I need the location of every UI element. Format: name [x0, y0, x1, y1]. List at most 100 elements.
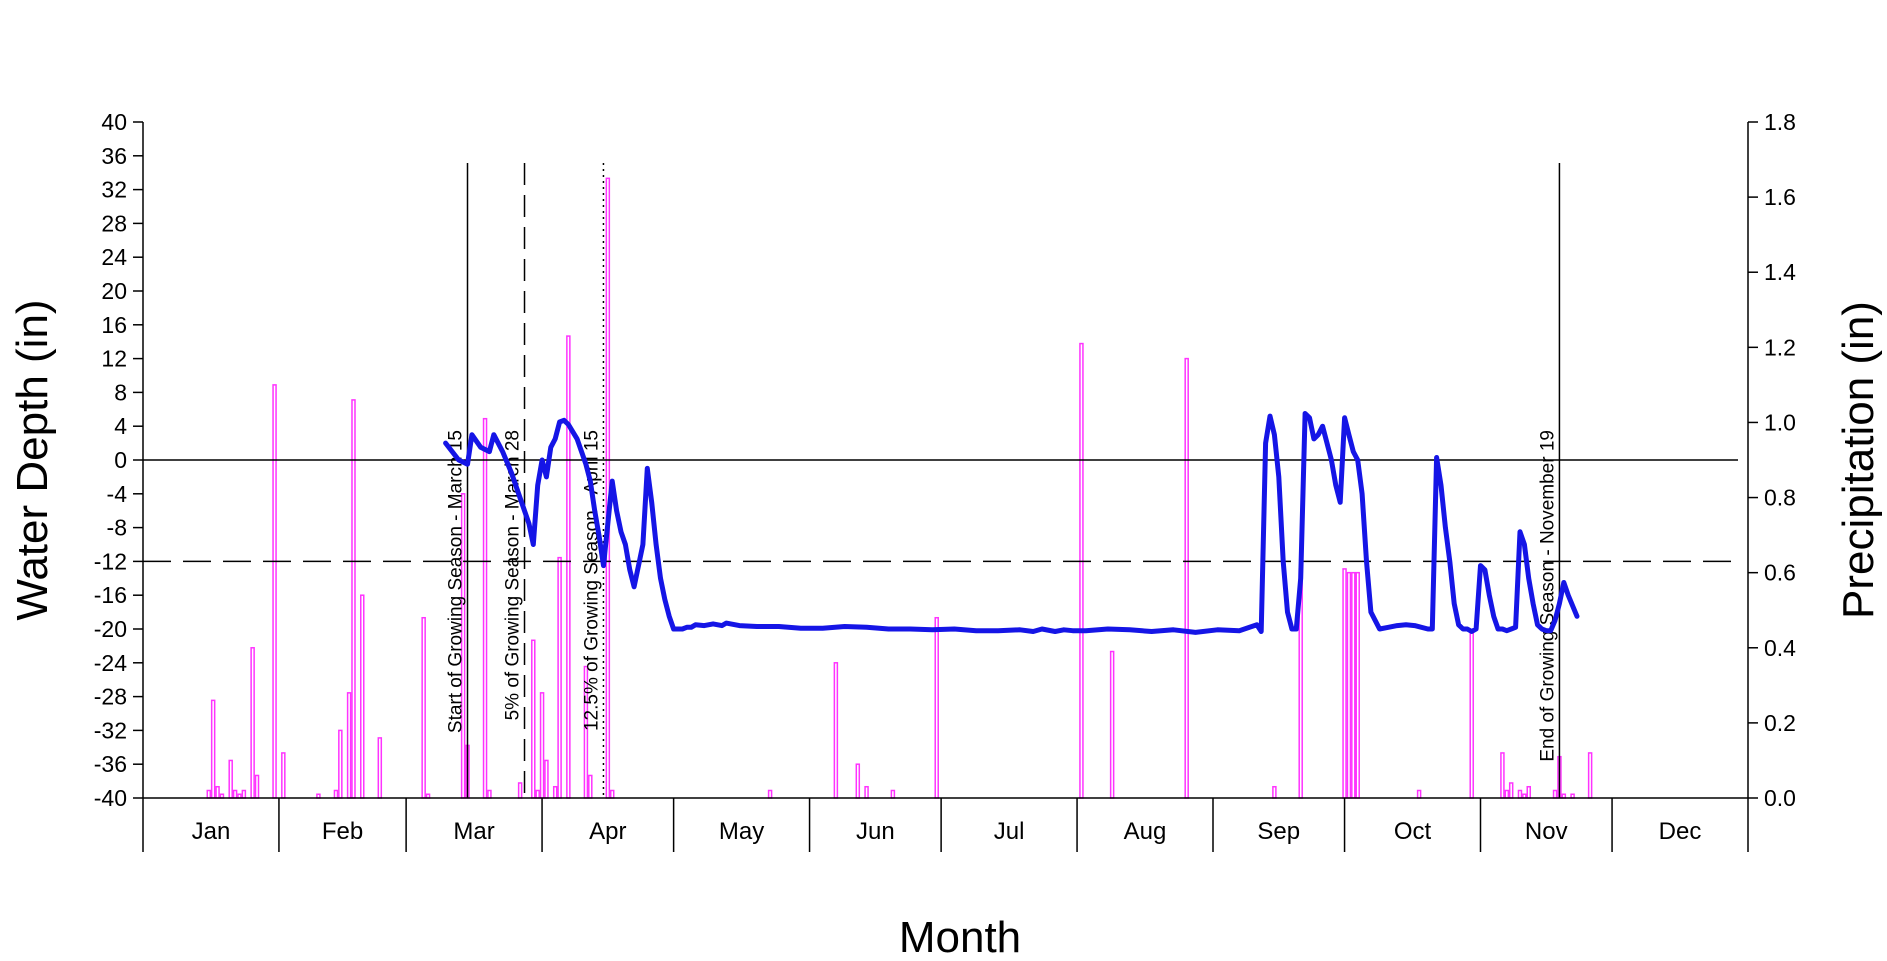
- x-tick-label: Nov: [1525, 818, 1568, 845]
- y-tick-label: -20: [94, 616, 127, 642]
- precipitation-bar: [281, 752, 286, 799]
- reference-lines: [143, 459, 1738, 563]
- y2-tick-label: 1.4: [1764, 259, 1796, 285]
- precipitation-bar: [377, 737, 383, 799]
- precipitation-bar: [215, 785, 220, 799]
- x-axis-title: Month: [899, 913, 1021, 961]
- precipitation-bar: [206, 789, 212, 799]
- precipitation-bar: [210, 699, 216, 799]
- y2-axis-title: Precipitation (in): [1834, 301, 1883, 619]
- y-tick-label: 0: [114, 447, 127, 473]
- precipitation-bar: [250, 647, 255, 799]
- y-tick-label: -28: [94, 684, 127, 710]
- precipitation-bar: [1517, 789, 1523, 799]
- precipitation-bar: [421, 616, 426, 799]
- x-tick-label: Aug: [1124, 818, 1167, 845]
- precipitation-bar: [1079, 342, 1084, 799]
- precipitation-bar: [864, 785, 869, 799]
- x-tick-label: Apr: [589, 818, 626, 845]
- x-tick-label: Jun: [856, 818, 895, 845]
- precipitation-bar: [1342, 568, 1347, 799]
- precipitation-bar: [1526, 785, 1531, 799]
- growing-season-label: 12.5% of Growing Season - April 15: [581, 430, 602, 731]
- y-tick-label: 4: [114, 413, 127, 439]
- y2-tick-label: 1.8: [1764, 109, 1796, 135]
- x-tick-label: Dec: [1659, 818, 1702, 845]
- precipitation-bar: [1552, 789, 1558, 799]
- y2-tick-label: 1.2: [1764, 334, 1796, 360]
- y-tick-label: 12: [101, 346, 127, 372]
- precipitation-bar: [333, 789, 339, 799]
- y-axis-title: Water Depth (in): [8, 299, 57, 620]
- y2-tick-label: 1.6: [1764, 184, 1796, 210]
- precipitation-bar: [588, 774, 593, 799]
- y2-tick-label: 0.8: [1764, 485, 1796, 511]
- precipitation-bar: [609, 789, 615, 799]
- precipitation-bar: [535, 789, 540, 799]
- precipitation-bar: [605, 177, 611, 799]
- y2-tick-label: 1.0: [1764, 409, 1796, 435]
- precipitation-bar: [241, 789, 247, 799]
- axes: 4036322824201612840-4-8-12-16-20-24-28-3…: [94, 109, 1796, 852]
- precipitation-bar: [1469, 632, 1474, 799]
- water-depth-line: [443, 411, 1580, 635]
- x-tick-label: Jan: [192, 818, 231, 845]
- precipitation-bar: [487, 789, 492, 799]
- precipitation-bar: [1355, 571, 1360, 799]
- precipitation-bar: [482, 417, 488, 799]
- precipitation-bar: [557, 556, 562, 799]
- axis-titles: Month Water Depth (in) Precipitation (in…: [8, 299, 1883, 961]
- y-tick-label: -4: [107, 481, 128, 507]
- x-tick-label: Oct: [1394, 818, 1432, 845]
- water-depth-series: [443, 411, 1580, 635]
- y2-tick-label: 0.2: [1764, 710, 1796, 736]
- precipitation-bar: [1508, 782, 1514, 799]
- y2-tick-label: 0.4: [1764, 635, 1796, 661]
- precipitation-bar: [767, 789, 773, 799]
- precipitation-bar: [566, 335, 571, 799]
- precipitation-bar: [517, 782, 523, 799]
- y-tick-label: 32: [101, 177, 127, 203]
- precipitation-bar: [531, 639, 536, 799]
- precipitation-bar: [1504, 789, 1510, 799]
- precipitation-bar: [1587, 752, 1593, 799]
- growing-season-label: 5% of Growing Season - March 28: [503, 430, 524, 720]
- precipitation-bar: [552, 785, 558, 799]
- precipitation-bar: [1500, 752, 1505, 799]
- y-tick-label: -24: [94, 650, 127, 676]
- y-tick-label: 16: [101, 312, 127, 338]
- y-tick-label: -8: [107, 515, 127, 541]
- precipitation-bars: [206, 177, 1593, 799]
- precipitation-bar: [338, 729, 343, 799]
- x-tick-label: Mar: [453, 818, 494, 845]
- precipitation-bar: [272, 384, 277, 799]
- precipitation-bar: [1346, 571, 1352, 799]
- precipitation-bar: [346, 692, 352, 799]
- x-tick-label: May: [719, 818, 764, 845]
- precipitation-bar: [1416, 789, 1422, 799]
- precipitation-bar: [360, 594, 365, 799]
- precipitation-bar: [228, 759, 233, 799]
- growing-season-label: Start of Growing Season - March 15: [446, 430, 467, 733]
- precipitation-bar: [890, 789, 896, 799]
- precipitation-bar: [1184, 357, 1189, 799]
- precipitation-bar: [544, 759, 549, 799]
- precipitation-bar: [254, 774, 260, 799]
- growing-season-label: End of Growing Season - November 19: [1537, 430, 1558, 762]
- precipitation-bar: [833, 662, 839, 799]
- y-tick-label: 40: [101, 109, 127, 135]
- precipitation-bar: [1272, 785, 1277, 799]
- x-tick-label: Jul: [994, 818, 1025, 845]
- x-tick-label: Sep: [1257, 818, 1300, 845]
- y-tick-label: -32: [94, 717, 127, 743]
- y-tick-label: -12: [94, 548, 127, 574]
- precipitation-bar: [934, 616, 939, 799]
- precipitation-bar: [1351, 571, 1356, 799]
- y2-tick-label: 0.6: [1764, 560, 1796, 586]
- y-tick-label: -40: [94, 785, 127, 811]
- y-tick-label: 20: [101, 278, 127, 304]
- precipitation-bar: [232, 789, 238, 799]
- y-tick-label: 36: [101, 143, 127, 169]
- y-tick-label: -36: [94, 751, 127, 777]
- precipitation-bar: [1109, 650, 1115, 799]
